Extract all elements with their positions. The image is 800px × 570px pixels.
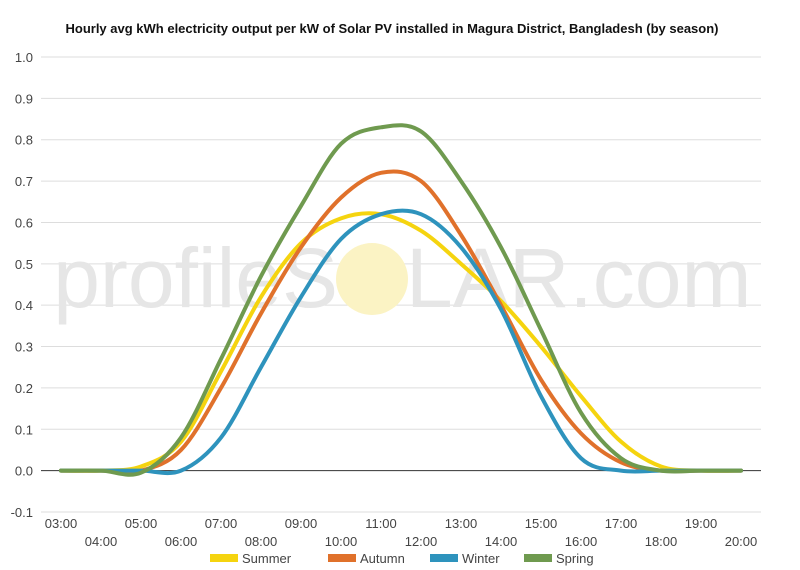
series-line-summer	[59, 211, 743, 473]
x-tick-label: 12:00	[405, 534, 438, 549]
y-tick-label: -0.1	[11, 505, 33, 520]
x-tick-label: 11:00	[365, 516, 397, 531]
legend-swatch-summer	[210, 554, 238, 562]
y-axis-ticks: 1.0 0.9 0.8 0.7 0.6 0.5 0.4 0.3 0.2 0.1 0.0 -0.1	[11, 50, 33, 520]
legend: Summer Autumn Winter Spring	[210, 551, 594, 566]
x-tick-label: 13:00	[445, 516, 478, 531]
x-tick-label: 18:00	[645, 534, 678, 549]
y-tick-label: 0.9	[15, 91, 33, 106]
watermark-text-left: profileS	[53, 231, 338, 325]
x-tick-label: 04:00	[85, 534, 118, 549]
y-tick-label: 0.5	[15, 257, 33, 272]
x-tick-label: 07:00	[205, 516, 238, 531]
x-tick-label: 14:00	[485, 534, 518, 549]
watermark-sun-icon	[336, 243, 408, 315]
x-tick-label: 17:00	[605, 516, 638, 531]
series-line-winter	[59, 208, 743, 476]
y-tick-label: 0.8	[15, 133, 33, 148]
series-line-spring	[59, 123, 743, 477]
x-tick-label: 03:00	[45, 516, 78, 531]
legend-swatch-winter	[430, 554, 458, 562]
watermark-sun-letter: O	[339, 231, 404, 325]
series-lines	[59, 123, 743, 477]
y-tick-label: 0.7	[15, 174, 33, 189]
chart-title: Hourly avg kWh electricity output per kW…	[65, 21, 718, 36]
x-tick-label: 19:00	[685, 516, 718, 531]
y-tick-label: 0.0	[15, 464, 33, 479]
x-axis-ticks: 03:00 04:00 05:00 06:00 07:00 08:00 09:00 10:00…	[45, 516, 758, 549]
x-tick-label: 15:00	[525, 516, 558, 531]
y-tick-label: 0.1	[15, 422, 33, 437]
legend-label-winter: Winter	[462, 551, 500, 566]
y-tick-label: 0.4	[15, 298, 33, 313]
legend-label-summer: Summer	[242, 551, 292, 566]
x-tick-label: 16:00	[565, 534, 598, 549]
x-tick-label: 10:00	[325, 534, 358, 549]
y-tick-label: 0.3	[15, 340, 33, 355]
x-tick-label: 08:00	[245, 534, 278, 549]
x-tick-label: 06:00	[165, 534, 198, 549]
series-line-autumn	[59, 169, 743, 475]
legend-label-autumn: Autumn	[360, 551, 405, 566]
legend-swatch-spring	[524, 554, 552, 562]
watermark-text-right: LAR.com	[406, 231, 751, 325]
x-tick-label: 20:00	[725, 534, 758, 549]
y-tick-label: 0.6	[15, 215, 33, 230]
legend-swatch-autumn	[328, 554, 356, 562]
x-tick-label: 09:00	[285, 516, 318, 531]
y-tick-label: 1.0	[15, 50, 33, 65]
watermark: profileS O LAR.com	[53, 231, 751, 325]
y-tick-label: 0.2	[15, 381, 33, 396]
legend-label-spring: Spring	[556, 551, 594, 566]
x-tick-label: 05:00	[125, 516, 158, 531]
